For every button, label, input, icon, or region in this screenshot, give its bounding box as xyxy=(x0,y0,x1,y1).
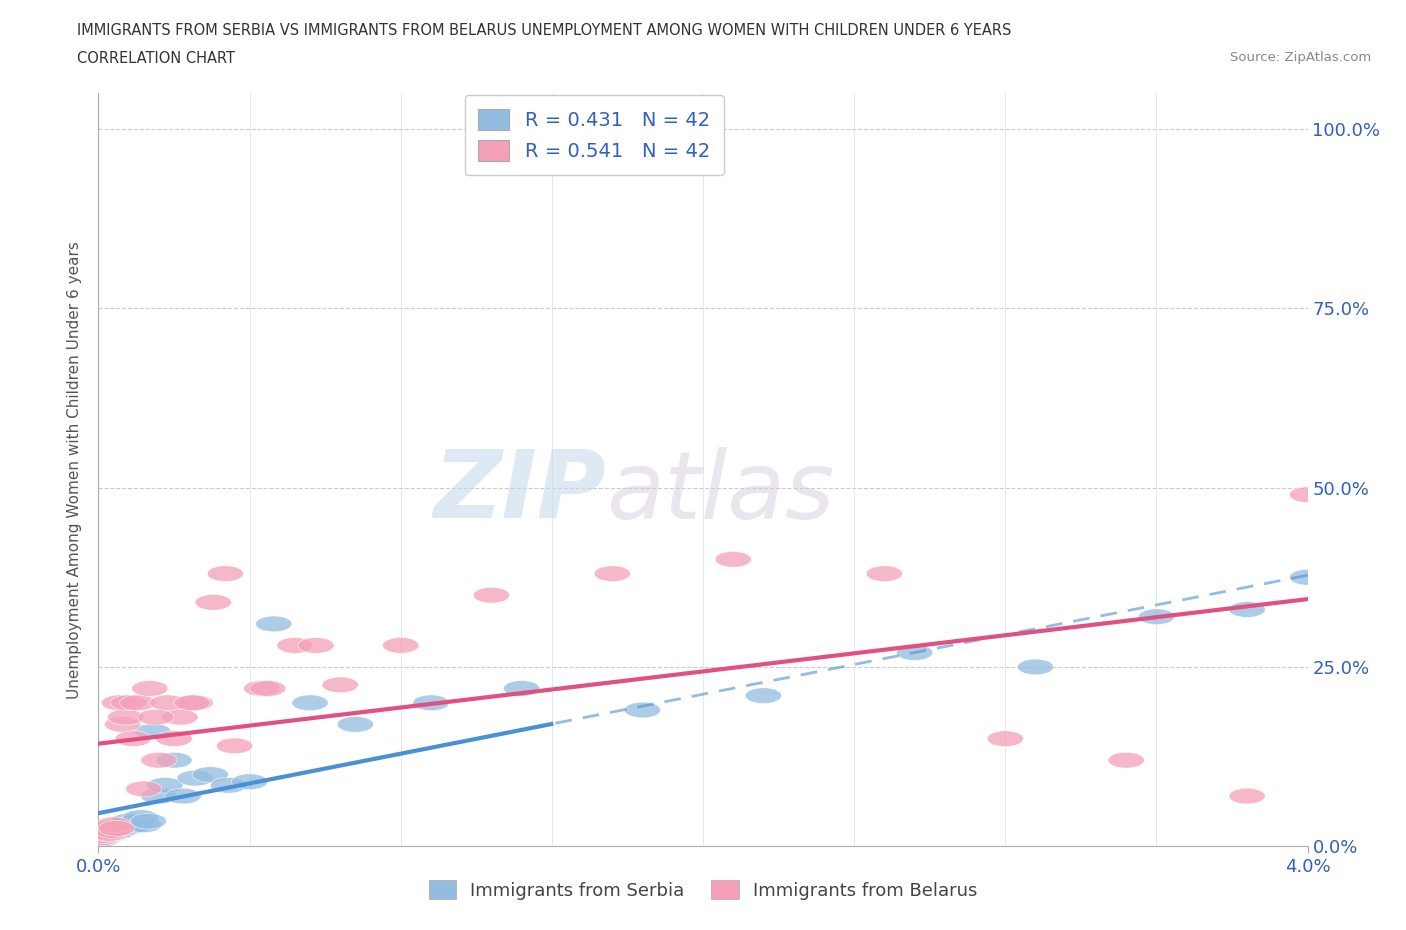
Ellipse shape xyxy=(1108,752,1144,768)
Text: ZIP: ZIP xyxy=(433,446,606,538)
Ellipse shape xyxy=(195,594,232,610)
Ellipse shape xyxy=(120,814,156,829)
Ellipse shape xyxy=(177,695,214,711)
Ellipse shape xyxy=(84,828,121,844)
Ellipse shape xyxy=(322,677,359,693)
Y-axis label: Unemployment Among Women with Children Under 6 years: Unemployment Among Women with Children U… xyxy=(67,241,83,698)
Ellipse shape xyxy=(1229,602,1265,618)
Ellipse shape xyxy=(217,738,253,753)
Ellipse shape xyxy=(897,644,932,660)
Ellipse shape xyxy=(277,638,314,653)
Ellipse shape xyxy=(292,695,328,711)
Text: CORRELATION CHART: CORRELATION CHART xyxy=(77,51,235,66)
Ellipse shape xyxy=(91,826,127,842)
Ellipse shape xyxy=(86,828,122,844)
Ellipse shape xyxy=(91,826,127,842)
Text: atlas: atlas xyxy=(606,446,835,538)
Ellipse shape xyxy=(156,752,193,768)
Ellipse shape xyxy=(101,695,138,711)
Ellipse shape xyxy=(93,824,129,840)
Ellipse shape xyxy=(207,565,243,581)
Ellipse shape xyxy=(211,777,246,793)
Ellipse shape xyxy=(83,831,120,847)
Ellipse shape xyxy=(337,716,374,732)
Ellipse shape xyxy=(250,681,285,697)
Ellipse shape xyxy=(107,710,143,725)
Ellipse shape xyxy=(987,731,1024,747)
Ellipse shape xyxy=(135,724,172,739)
Ellipse shape xyxy=(156,731,193,747)
Ellipse shape xyxy=(97,824,134,840)
Ellipse shape xyxy=(125,781,162,797)
Ellipse shape xyxy=(96,823,132,839)
Ellipse shape xyxy=(1289,487,1326,502)
Ellipse shape xyxy=(115,731,152,747)
Ellipse shape xyxy=(866,565,903,581)
Ellipse shape xyxy=(413,695,449,711)
Ellipse shape xyxy=(98,820,135,836)
Ellipse shape xyxy=(90,824,125,840)
Ellipse shape xyxy=(114,818,150,834)
Ellipse shape xyxy=(193,766,228,782)
Ellipse shape xyxy=(122,810,159,826)
Ellipse shape xyxy=(86,826,122,842)
Ellipse shape xyxy=(104,716,141,732)
Ellipse shape xyxy=(243,681,280,697)
Ellipse shape xyxy=(96,817,132,832)
Text: IMMIGRANTS FROM SERBIA VS IMMIGRANTS FROM BELARUS UNEMPLOYMENT AMONG WOMEN WITH : IMMIGRANTS FROM SERBIA VS IMMIGRANTS FRO… xyxy=(77,23,1012,38)
Ellipse shape xyxy=(138,710,174,725)
Ellipse shape xyxy=(256,616,292,631)
Ellipse shape xyxy=(104,820,141,836)
Ellipse shape xyxy=(131,814,166,829)
Ellipse shape xyxy=(716,551,751,567)
Ellipse shape xyxy=(141,752,177,768)
Ellipse shape xyxy=(94,826,131,842)
Ellipse shape xyxy=(382,638,419,653)
Ellipse shape xyxy=(87,824,124,840)
Ellipse shape xyxy=(93,820,129,836)
Ellipse shape xyxy=(111,814,146,829)
Ellipse shape xyxy=(745,688,782,703)
Ellipse shape xyxy=(165,789,201,804)
Ellipse shape xyxy=(1289,569,1326,585)
Ellipse shape xyxy=(98,820,135,836)
Ellipse shape xyxy=(94,823,131,839)
Ellipse shape xyxy=(132,681,167,697)
Ellipse shape xyxy=(474,588,509,603)
Ellipse shape xyxy=(1018,659,1053,675)
Ellipse shape xyxy=(177,770,214,786)
Ellipse shape xyxy=(101,823,138,839)
Ellipse shape xyxy=(90,828,125,844)
Ellipse shape xyxy=(174,695,211,711)
Ellipse shape xyxy=(125,817,162,832)
Legend: Immigrants from Serbia, Immigrants from Belarus: Immigrants from Serbia, Immigrants from … xyxy=(419,871,987,909)
Ellipse shape xyxy=(232,774,267,790)
Ellipse shape xyxy=(162,710,198,725)
Ellipse shape xyxy=(83,830,120,845)
Ellipse shape xyxy=(595,565,630,581)
Text: Source: ZipAtlas.com: Source: ZipAtlas.com xyxy=(1230,51,1371,64)
Ellipse shape xyxy=(146,777,183,793)
Ellipse shape xyxy=(1229,789,1265,804)
Ellipse shape xyxy=(298,638,335,653)
Ellipse shape xyxy=(107,817,143,832)
Ellipse shape xyxy=(503,681,540,697)
Ellipse shape xyxy=(111,695,146,711)
Ellipse shape xyxy=(624,702,661,718)
Ellipse shape xyxy=(87,824,124,840)
Ellipse shape xyxy=(150,695,186,711)
Ellipse shape xyxy=(117,817,153,832)
Ellipse shape xyxy=(120,695,156,711)
Ellipse shape xyxy=(1139,609,1174,625)
Ellipse shape xyxy=(141,789,177,804)
Ellipse shape xyxy=(84,828,121,844)
